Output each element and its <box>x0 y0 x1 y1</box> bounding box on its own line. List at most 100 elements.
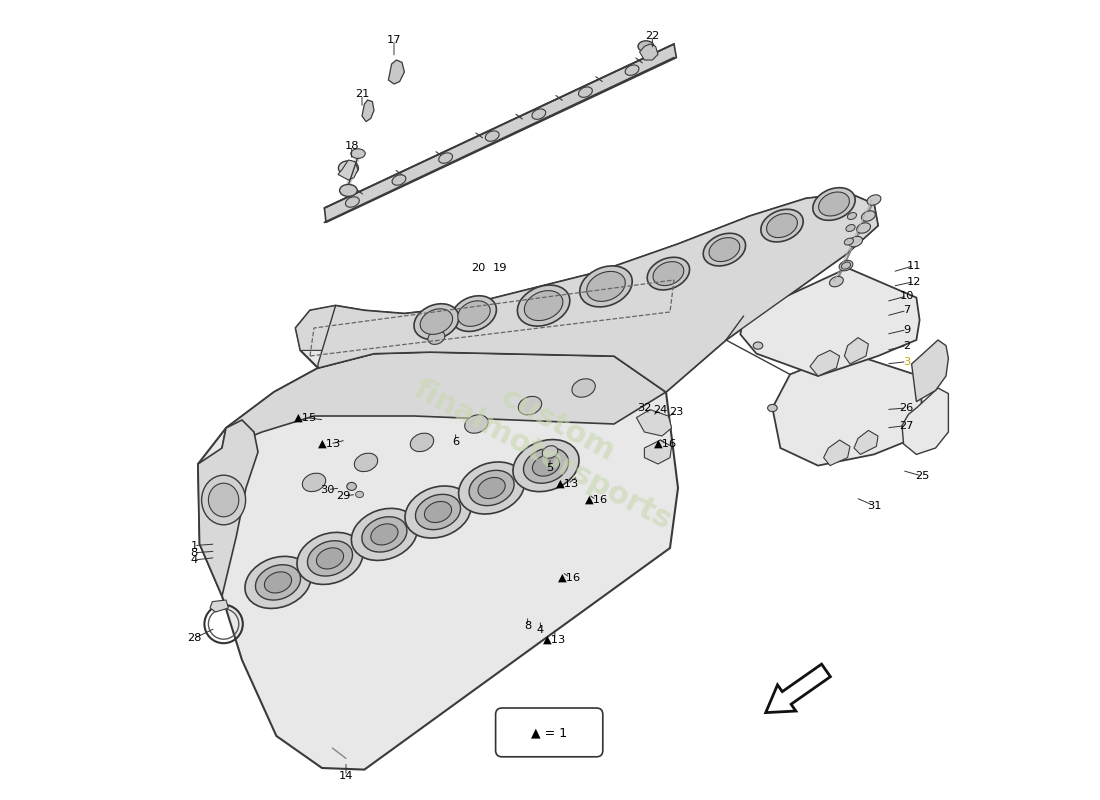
Polygon shape <box>637 410 672 436</box>
Text: 14: 14 <box>339 771 353 781</box>
Polygon shape <box>810 350 839 376</box>
Ellipse shape <box>264 572 292 593</box>
Ellipse shape <box>847 213 857 219</box>
Ellipse shape <box>579 87 592 98</box>
Text: ▲16: ▲16 <box>585 495 608 505</box>
Text: 6: 6 <box>452 437 459 446</box>
Ellipse shape <box>703 234 746 266</box>
Ellipse shape <box>425 502 452 522</box>
Polygon shape <box>645 440 672 464</box>
FancyBboxPatch shape <box>496 708 603 757</box>
Polygon shape <box>766 664 830 713</box>
Polygon shape <box>902 388 948 454</box>
Polygon shape <box>845 338 868 364</box>
Ellipse shape <box>458 301 491 326</box>
Text: 27: 27 <box>899 421 913 430</box>
Ellipse shape <box>829 276 844 287</box>
Polygon shape <box>912 340 948 402</box>
Ellipse shape <box>392 175 406 186</box>
Ellipse shape <box>346 482 356 490</box>
Ellipse shape <box>818 192 849 216</box>
Ellipse shape <box>846 225 855 231</box>
Text: ▲13: ▲13 <box>556 479 580 489</box>
Polygon shape <box>362 100 374 122</box>
Text: 4: 4 <box>190 555 198 565</box>
Polygon shape <box>296 306 336 350</box>
Ellipse shape <box>517 285 570 326</box>
Ellipse shape <box>572 378 595 398</box>
Ellipse shape <box>245 556 311 609</box>
Ellipse shape <box>857 222 870 234</box>
Ellipse shape <box>525 290 563 321</box>
Ellipse shape <box>302 473 326 492</box>
Ellipse shape <box>768 404 778 411</box>
Text: 23: 23 <box>669 407 683 417</box>
Polygon shape <box>854 430 878 454</box>
Ellipse shape <box>439 153 452 163</box>
Text: 9: 9 <box>903 325 911 334</box>
Ellipse shape <box>371 524 398 545</box>
Text: ▲13: ▲13 <box>543 635 566 645</box>
Text: 19: 19 <box>493 263 507 273</box>
Text: 12: 12 <box>906 277 921 286</box>
Polygon shape <box>324 44 676 222</box>
Text: 31: 31 <box>867 501 881 510</box>
Text: ▲16: ▲16 <box>654 439 678 449</box>
Ellipse shape <box>420 309 452 334</box>
Ellipse shape <box>297 532 363 585</box>
Ellipse shape <box>308 541 352 576</box>
Ellipse shape <box>586 271 625 302</box>
Text: 7: 7 <box>903 306 911 315</box>
Ellipse shape <box>861 210 876 222</box>
Ellipse shape <box>524 448 569 483</box>
Text: 4: 4 <box>537 626 544 635</box>
Ellipse shape <box>518 396 541 415</box>
Text: 17: 17 <box>387 35 402 45</box>
Polygon shape <box>198 420 258 596</box>
Ellipse shape <box>416 494 461 530</box>
Ellipse shape <box>761 210 803 242</box>
Ellipse shape <box>255 565 300 600</box>
Text: 2: 2 <box>903 341 911 350</box>
Ellipse shape <box>532 455 560 476</box>
Text: 8: 8 <box>524 621 531 630</box>
Text: 24: 24 <box>653 405 668 414</box>
Text: 32: 32 <box>637 403 651 413</box>
Text: ▲16: ▲16 <box>559 573 582 582</box>
Ellipse shape <box>845 238 854 245</box>
Text: 8: 8 <box>190 548 198 558</box>
Text: 26: 26 <box>899 403 913 413</box>
Ellipse shape <box>767 214 798 238</box>
Polygon shape <box>198 352 678 770</box>
Ellipse shape <box>459 462 525 514</box>
Text: ▲ = 1: ▲ = 1 <box>531 726 568 739</box>
Polygon shape <box>614 336 678 392</box>
Ellipse shape <box>469 470 514 506</box>
Text: ▲15: ▲15 <box>295 413 318 422</box>
Ellipse shape <box>485 131 499 142</box>
Text: 1: 1 <box>190 541 198 550</box>
Ellipse shape <box>355 491 364 498</box>
Text: 3: 3 <box>903 357 911 366</box>
Ellipse shape <box>405 486 471 538</box>
Ellipse shape <box>532 109 546 119</box>
Text: 11: 11 <box>906 261 922 270</box>
Text: 18: 18 <box>344 141 359 150</box>
Ellipse shape <box>839 260 853 271</box>
Polygon shape <box>772 352 922 466</box>
Ellipse shape <box>354 453 377 472</box>
Text: 22: 22 <box>646 31 660 41</box>
Ellipse shape <box>710 238 740 262</box>
Ellipse shape <box>452 296 496 331</box>
Ellipse shape <box>208 483 239 517</box>
Text: 5: 5 <box>547 463 553 473</box>
Polygon shape <box>222 352 666 448</box>
Polygon shape <box>740 268 920 376</box>
Polygon shape <box>296 194 878 392</box>
Ellipse shape <box>339 161 359 175</box>
Polygon shape <box>824 440 850 466</box>
Text: ▲13: ▲13 <box>318 439 342 449</box>
Ellipse shape <box>201 475 245 525</box>
Text: custom
finalmotorsports: custom finalmotorsports <box>408 345 692 535</box>
Polygon shape <box>338 160 358 180</box>
